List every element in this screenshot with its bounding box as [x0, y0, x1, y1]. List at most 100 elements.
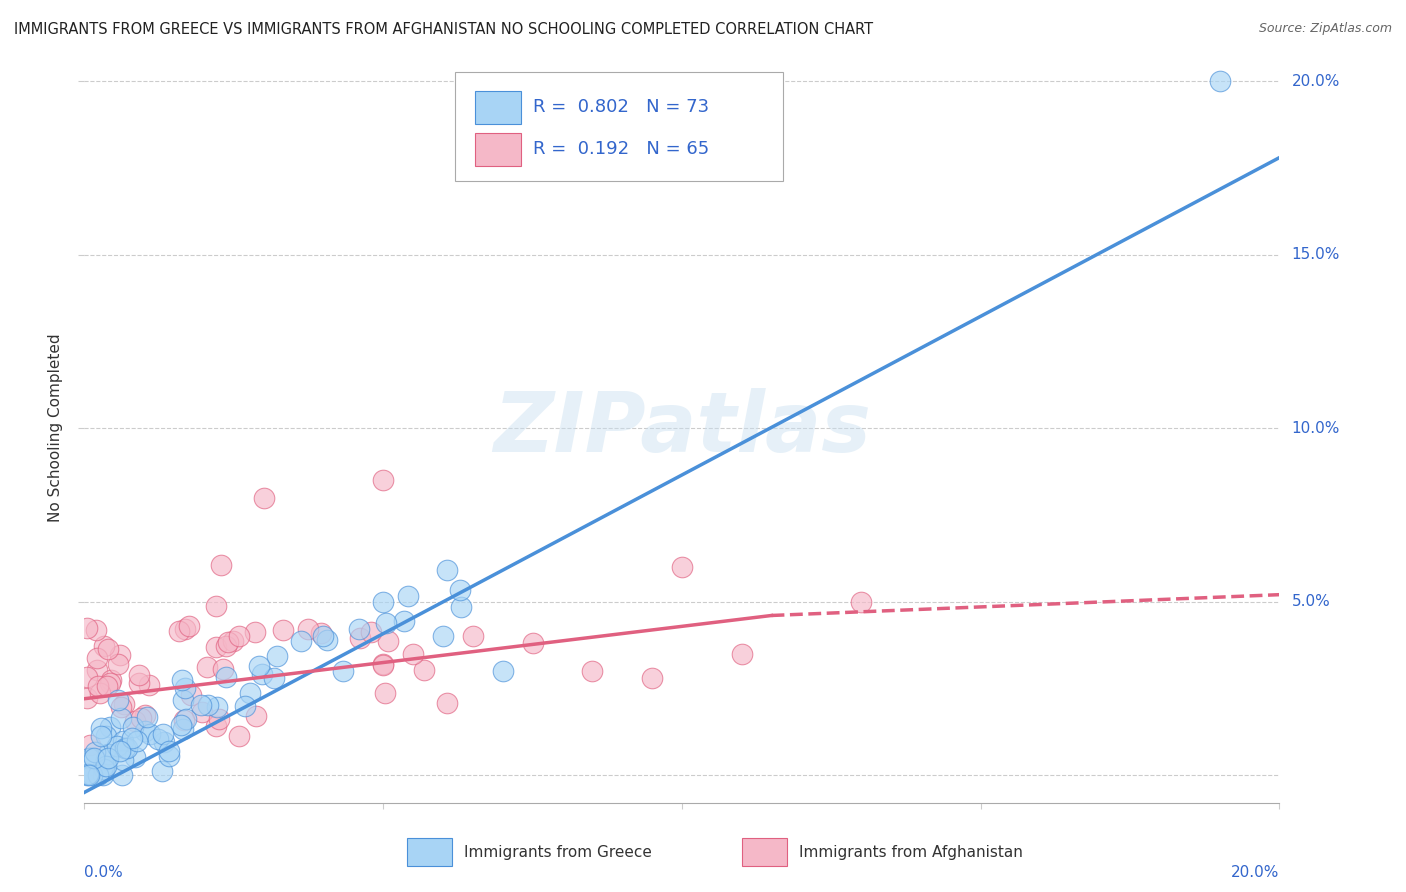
- Point: [138, 678, 160, 692]
- Point: [205, 719, 228, 733]
- Point: [77, 767, 100, 781]
- Point: [150, 764, 173, 779]
- Point: [89, 686, 111, 700]
- Point: [190, 698, 212, 712]
- Point: [108, 744, 131, 758]
- Point: [134, 723, 156, 738]
- Point: [90, 729, 112, 743]
- Point: [432, 629, 454, 643]
- Point: [315, 633, 337, 648]
- Point: [375, 615, 398, 630]
- Point: [135, 710, 157, 724]
- Point: [312, 629, 335, 643]
- Point: [157, 744, 180, 758]
- Point: [84, 745, 107, 759]
- Point: [122, 720, 145, 734]
- Point: [76, 621, 98, 635]
- Point: [180, 688, 202, 702]
- Point: [94, 752, 117, 766]
- Text: 20.0%: 20.0%: [1292, 74, 1340, 89]
- Point: [86, 663, 108, 677]
- Point: [79, 751, 101, 765]
- Point: [311, 625, 333, 640]
- Bar: [475, 133, 520, 166]
- Point: [522, 636, 544, 650]
- Point: [266, 649, 288, 664]
- Text: R =  0.192   N = 65: R = 0.192 N = 65: [533, 140, 709, 159]
- Point: [110, 768, 132, 782]
- Point: [97, 751, 120, 765]
- Point: [159, 748, 181, 763]
- Point: [450, 600, 472, 615]
- Text: 5.0%: 5.0%: [1292, 594, 1330, 609]
- Point: [83, 751, 105, 765]
- Point: [373, 657, 395, 671]
- Point: [76, 670, 98, 684]
- Point: [86, 651, 108, 665]
- Point: [152, 727, 174, 741]
- Point: [205, 599, 228, 613]
- Text: Source: ZipAtlas.com: Source: ZipAtlas.com: [1258, 22, 1392, 36]
- Point: [87, 679, 110, 693]
- Point: [360, 625, 382, 640]
- Text: 15.0%: 15.0%: [1292, 247, 1340, 262]
- Point: [127, 733, 149, 747]
- Point: [581, 664, 603, 678]
- Point: [96, 680, 118, 694]
- Point: [217, 635, 239, 649]
- Point: [112, 698, 135, 712]
- Point: [215, 639, 238, 653]
- Point: [374, 685, 396, 699]
- Point: [209, 558, 232, 572]
- Point: [98, 675, 121, 690]
- Point: [347, 622, 370, 636]
- Point: [228, 629, 250, 643]
- Text: ZIPatlas: ZIPatlas: [494, 388, 870, 468]
- Point: [250, 666, 273, 681]
- Y-axis label: No Schooling Completed: No Schooling Completed: [48, 334, 63, 523]
- Point: [205, 699, 228, 714]
- Point: [332, 664, 354, 678]
- Point: [107, 693, 129, 707]
- Point: [195, 660, 218, 674]
- Point: [297, 622, 319, 636]
- Point: [167, 624, 190, 639]
- Point: [139, 727, 162, 741]
- Text: 20.0%: 20.0%: [1232, 865, 1279, 880]
- Point: [191, 706, 214, 720]
- Point: [222, 634, 245, 648]
- Point: [174, 681, 197, 695]
- Point: [96, 759, 118, 773]
- Point: [108, 648, 131, 663]
- Point: [436, 696, 458, 710]
- Point: [177, 618, 200, 632]
- Point: [105, 739, 128, 753]
- Point: [373, 658, 395, 673]
- Point: [671, 560, 693, 574]
- Point: [731, 647, 754, 661]
- Point: [112, 753, 135, 767]
- Point: [80, 751, 103, 765]
- Point: [172, 693, 194, 707]
- Point: [436, 563, 458, 577]
- Point: [174, 622, 197, 636]
- Point: [197, 698, 219, 712]
- Point: [170, 718, 193, 732]
- Point: [97, 747, 120, 762]
- Point: [93, 762, 115, 776]
- Point: [492, 664, 515, 678]
- Text: R =  0.802   N = 73: R = 0.802 N = 73: [533, 98, 709, 117]
- Point: [290, 634, 312, 648]
- Point: [263, 672, 285, 686]
- Point: [205, 640, 228, 654]
- Point: [212, 662, 235, 676]
- Point: [402, 647, 425, 661]
- Point: [396, 589, 419, 603]
- Point: [94, 730, 117, 744]
- Point: [110, 700, 132, 714]
- Point: [146, 731, 169, 746]
- Point: [112, 734, 135, 748]
- Point: [461, 629, 484, 643]
- Point: [174, 712, 197, 726]
- Point: [124, 750, 146, 764]
